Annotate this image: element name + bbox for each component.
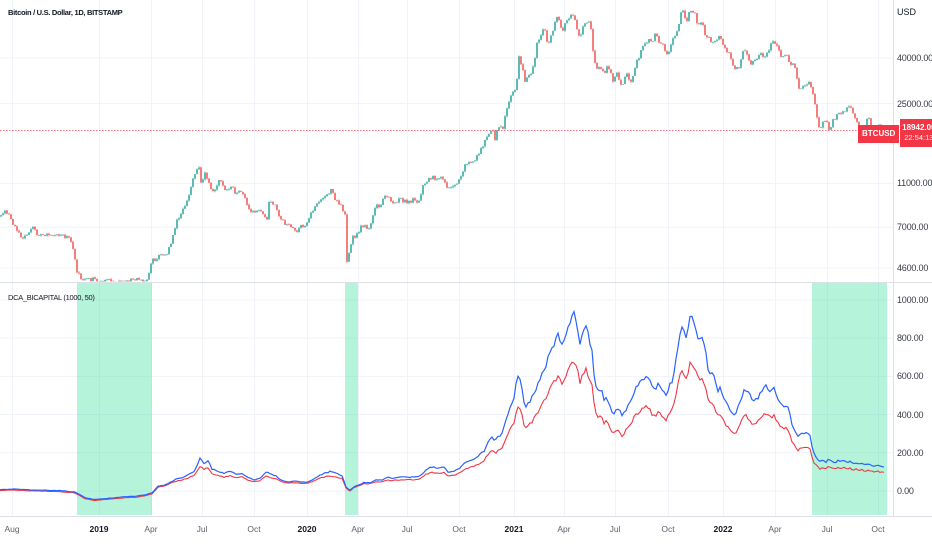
last-price-badge[interactable]: BTCUSD 18942.00 22:54:13 <box>858 119 932 147</box>
time-tick-label: Apr <box>768 524 782 534</box>
time-scale-axis[interactable]: Aug 2019 Apr Jul Oct 2020 Apr Jul Oct 2021 Apr Jul O… <box>0 516 932 550</box>
price-scale-axis[interactable]: USD 40000.00 25000.00 11000.00 7000.00 4600.… <box>893 0 932 516</box>
time-tick-label: Apr <box>557 524 571 534</box>
dca-buy-zone-band <box>812 283 887 515</box>
indicator-tick-label: 600.00 <box>897 371 924 382</box>
time-tick-label: Oct <box>871 524 885 534</box>
time-tick-label: Jul <box>196 524 208 534</box>
time-tick-label: 2022 <box>713 524 733 534</box>
time-tick-label: Oct <box>661 524 675 534</box>
candles-down <box>6 9 886 282</box>
time-tick-label: Apr <box>144 524 158 534</box>
time-tick-label: 2021 <box>504 524 524 534</box>
dca-buy-zone-band <box>345 283 358 515</box>
currency-label: USD <box>897 7 917 17</box>
indicator-pane[interactable] <box>0 282 893 516</box>
time-tick-label: Oct <box>452 524 466 534</box>
dca-blue-line <box>0 309 885 500</box>
time-tick-label: Oct <box>247 524 261 534</box>
indicator-tick-label: 1000.00 <box>897 294 929 305</box>
dca-buy-zone-band <box>77 283 152 515</box>
price-tick-label: 40000.00 <box>897 53 932 63</box>
price-tick-label: 7000.00 <box>897 222 929 233</box>
time-tick-label: Aug <box>4 524 20 534</box>
pane-separators <box>0 0 932 517</box>
badge-price: 18942.00 <box>902 122 932 132</box>
badge-values: 18942.00 22:54:13 <box>900 119 932 147</box>
price-tick-label: 25000.00 <box>897 98 932 109</box>
time-tick-label: Jul <box>821 524 833 534</box>
indicator-legend[interactable]: DCA_BICAPITAL (1000, 50) <box>8 293 95 302</box>
candles-up <box>0 9 880 282</box>
indicator-tick-label: 200.00 <box>897 447 924 458</box>
badge-symbol-label: BTCUSD <box>858 124 900 143</box>
time-tick-label: 2019 <box>89 524 109 534</box>
indicator-tick-label: 800.00 <box>897 333 924 344</box>
price-tick-label: 11000.00 <box>897 178 932 189</box>
time-tick-label: 2020 <box>297 524 317 534</box>
indicator-tick-label: 400.00 <box>897 409 924 420</box>
highlight-bands <box>77 283 887 515</box>
indicator-series <box>0 309 885 502</box>
badge-countdown: 22:54:13 <box>904 133 932 143</box>
indicator-tick-label: 0.00 <box>897 486 914 496</box>
time-tick-label: Apr <box>351 524 365 534</box>
price-pane[interactable] <box>0 0 893 282</box>
time-tick-label: Jul <box>609 524 621 534</box>
price-tick-label: 4600.00 <box>897 263 929 273</box>
gridlines <box>0 0 893 516</box>
dca-red-line <box>0 360 885 502</box>
time-tick-label: Jul <box>401 524 413 534</box>
symbol-title[interactable]: Bitcoin / U.S. Dollar, 1D, BITSTAMP <box>8 8 123 17</box>
